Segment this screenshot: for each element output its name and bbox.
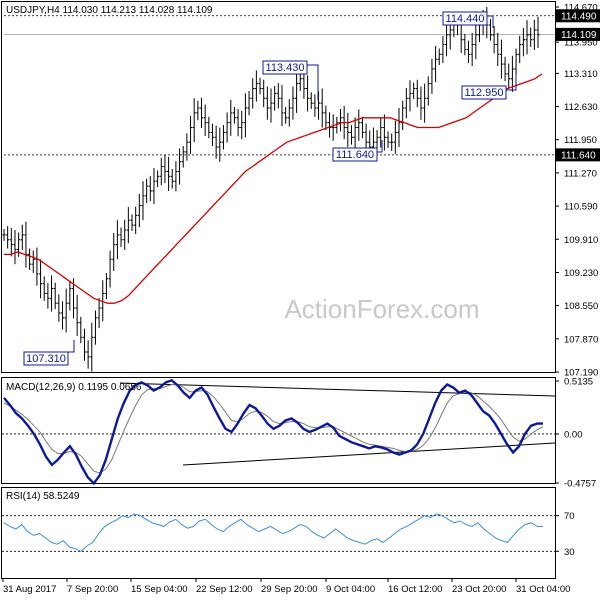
macd-line (3, 378, 543, 486)
price-tag-label: 114.109 (561, 30, 597, 41)
annotation-connector (487, 15, 494, 28)
price-tag-box (556, 148, 600, 162)
time-tick-label: 23 Oct 20:00 (452, 584, 506, 595)
candlesticks (2, 7, 540, 372)
price-axis: 114.670 113.950 113.310 112.630 111.950 111.2… (555, 3, 598, 379)
annotation-box (442, 11, 488, 26)
price-tick-label: 111.270 (564, 168, 597, 179)
rsi-panel: 70 30 (2, 511, 575, 558)
price-tag-box (556, 9, 600, 23)
time-tick-label: 22 Sep 12:00 (196, 584, 253, 595)
rsi-line (3, 513, 543, 552)
time-tick-label: 31 Oct 04:00 (516, 584, 570, 595)
price-tick-label: 107.190 (564, 368, 598, 379)
annotation-label: 114.440 (446, 13, 485, 25)
rsi-tick-label: 30 (564, 547, 575, 558)
price-tick-label: 112.630 (564, 102, 598, 113)
watermark: ActionForex.com (284, 294, 479, 324)
annotation-label: 111.640 (336, 149, 374, 161)
price-tag-label: 114.490 (561, 11, 597, 22)
annotation-box (23, 351, 69, 366)
rsi-tick-label: 70 (564, 511, 575, 522)
time-tick-label: 7 Sep 20:00 (67, 584, 118, 595)
price-tick-label: 113.310 (564, 69, 598, 80)
macd-upper-trendline (119, 382, 556, 397)
time-axis: 31 Aug 2017 7 Sep 20:00 15 Sep 04:00 22 Sep… (2, 578, 570, 595)
time-tick-label: 29 Sep 20:00 (261, 584, 318, 595)
time-tick-label: 9 Oct 04:00 (326, 584, 375, 595)
price-tick-label: 114.670 (564, 3, 598, 14)
price-tags: 114.490 114.109 111.640 (556, 9, 600, 162)
annotation-box (262, 60, 308, 75)
annotation-connector (68, 340, 75, 353)
macd-title: MACD(12,26,9) 0.1195 0.0656 (6, 382, 142, 393)
annotation-box (461, 85, 507, 100)
price-tick-label: 109.910 (564, 235, 598, 246)
annotation-connector (377, 140, 383, 153)
macd-signal-line (3, 384, 544, 474)
price-tick-label: 113.950 (564, 38, 598, 49)
price-tick-label: 109.230 (564, 268, 598, 279)
macd-tick-label: -0.4757 (564, 479, 596, 490)
macd-tick-label: 0.00 (564, 429, 583, 440)
price-tag-box (556, 27, 600, 41)
macd-panel-frame (1, 377, 556, 484)
macd-lower-trendline (182, 442, 556, 466)
annotation-box (332, 147, 378, 162)
price-level-lines (4, 15, 555, 156)
time-tick-label: 15 Sep 04:00 (131, 584, 188, 595)
macd-tick-label: 0.5135 (564, 377, 593, 388)
time-tick-label: 31 Aug 2017 (3, 584, 56, 595)
time-tick-label: 16 Oct 12:00 (388, 584, 442, 595)
annotation-label: 113.430 (266, 62, 305, 74)
price-annotations: 107.310 113.430 111.640 114.440 112.950 (23, 11, 517, 366)
price-tick-label: 107.870 (564, 334, 598, 345)
price-tag-label: 111.640 (561, 150, 596, 161)
rsi-panel-frame (1, 487, 556, 579)
macd-panel: 0.5135 0.00 -0.4757 (2, 377, 596, 490)
price-tick-label: 110.590 (564, 202, 598, 213)
price-tick-label: 108.550 (564, 301, 598, 312)
sma-line (4, 73, 543, 304)
price-panel-frame (1, 1, 556, 373)
annotation-label: 112.950 (465, 87, 504, 99)
annotation-connector (506, 74, 517, 91)
annotation-connector (307, 64, 319, 100)
symbol-header: USDJPY,H4 114.030 114.213 114.028 114.10… (6, 5, 213, 16)
price-tick-label: 111.950 (564, 135, 597, 146)
annotation-label: 107.310 (26, 353, 66, 365)
rsi-title: RSI(14) 58.5249 (6, 491, 80, 502)
